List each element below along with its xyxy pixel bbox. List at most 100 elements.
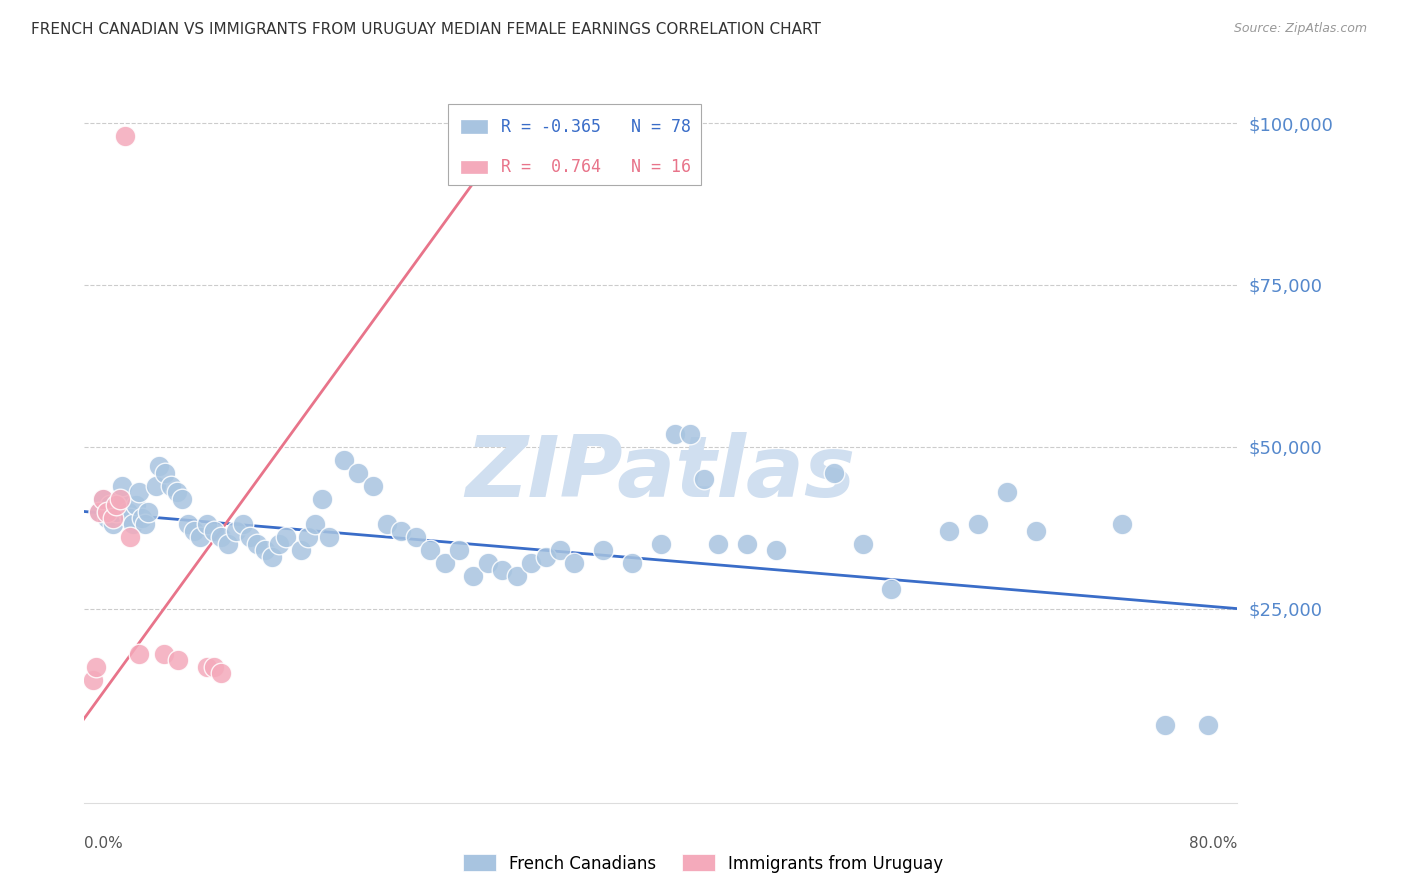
Point: [967, 517, 990, 532]
Legend: French Canadians, Immigrants from Uruguay: French Canadians, Immigrants from Urugua…: [456, 847, 950, 880]
Point: [491, 563, 513, 577]
Point: [195, 660, 218, 674]
Text: 80.0%: 80.0%: [1189, 836, 1237, 851]
Point: [650, 537, 672, 551]
Point: [297, 530, 319, 544]
Point: [91, 491, 114, 506]
Point: [111, 478, 134, 492]
FancyBboxPatch shape: [447, 104, 702, 185]
Point: [679, 426, 702, 441]
Point: [506, 569, 529, 583]
Point: [209, 666, 232, 681]
Point: [693, 472, 716, 486]
Point: [177, 517, 200, 532]
Point: [419, 543, 441, 558]
Point: [737, 537, 759, 551]
Point: [172, 491, 194, 506]
Point: [477, 557, 499, 571]
Point: [564, 557, 586, 571]
Point: [276, 530, 298, 544]
Point: [183, 524, 205, 538]
Point: [433, 557, 456, 571]
Point: [246, 537, 269, 551]
Point: [128, 647, 150, 661]
Text: ZIPatlas: ZIPatlas: [465, 432, 856, 516]
Point: [103, 517, 124, 532]
Point: [131, 511, 153, 525]
Point: [114, 129, 136, 144]
Point: [120, 530, 142, 544]
Point: [347, 466, 370, 480]
Point: [87, 504, 110, 518]
Point: [82, 673, 104, 687]
Text: FRENCH CANADIAN VS IMMIGRANTS FROM URUGUAY MEDIAN FEMALE EARNINGS CORRELATION CH: FRENCH CANADIAN VS IMMIGRANTS FROM URUGU…: [31, 22, 821, 37]
Point: [449, 543, 471, 558]
Point: [195, 517, 218, 532]
Point: [1198, 718, 1220, 732]
Point: [463, 569, 485, 583]
Point: [110, 491, 132, 506]
Point: [311, 491, 333, 506]
Text: R =  0.764   N = 16: R = 0.764 N = 16: [501, 158, 690, 176]
Point: [318, 530, 340, 544]
Point: [267, 537, 290, 551]
FancyBboxPatch shape: [461, 120, 486, 133]
Point: [290, 543, 312, 558]
Point: [128, 485, 150, 500]
Text: 0.0%: 0.0%: [84, 836, 124, 851]
Point: [239, 530, 262, 544]
Point: [548, 543, 571, 558]
Point: [108, 491, 131, 506]
Point: [405, 530, 427, 544]
Point: [304, 517, 326, 532]
Point: [202, 524, 225, 538]
Point: [592, 543, 614, 558]
Point: [87, 504, 110, 518]
Point: [361, 478, 384, 492]
Text: R = -0.365   N = 78: R = -0.365 N = 78: [501, 118, 690, 136]
Point: [160, 478, 183, 492]
Point: [84, 660, 107, 674]
Point: [375, 517, 398, 532]
Point: [98, 498, 121, 512]
Point: [125, 498, 148, 512]
Point: [96, 511, 118, 525]
Point: [153, 466, 176, 480]
Point: [880, 582, 903, 597]
Point: [145, 478, 167, 492]
FancyBboxPatch shape: [461, 161, 486, 173]
Point: [134, 517, 156, 532]
Point: [91, 491, 114, 506]
Point: [218, 537, 240, 551]
Point: [823, 466, 845, 480]
Point: [1154, 718, 1177, 732]
Point: [120, 511, 142, 525]
Point: [534, 549, 557, 564]
Point: [707, 537, 730, 551]
Point: [1111, 517, 1133, 532]
Point: [995, 485, 1018, 500]
Point: [105, 498, 128, 512]
Point: [209, 530, 232, 544]
Point: [136, 504, 159, 518]
Point: [232, 517, 254, 532]
Point: [117, 504, 139, 518]
Point: [202, 660, 225, 674]
Point: [333, 452, 356, 467]
Point: [105, 504, 128, 518]
Text: Source: ZipAtlas.com: Source: ZipAtlas.com: [1233, 22, 1367, 36]
Point: [852, 537, 875, 551]
Point: [520, 557, 543, 571]
Point: [621, 557, 644, 571]
Point: [167, 653, 190, 667]
Point: [152, 647, 174, 661]
Point: [225, 524, 247, 538]
Point: [103, 511, 124, 525]
Point: [765, 543, 787, 558]
Point: [122, 517, 145, 532]
Point: [96, 504, 118, 518]
Point: [253, 543, 276, 558]
Point: [664, 426, 686, 441]
Point: [391, 524, 413, 538]
Point: [148, 459, 170, 474]
